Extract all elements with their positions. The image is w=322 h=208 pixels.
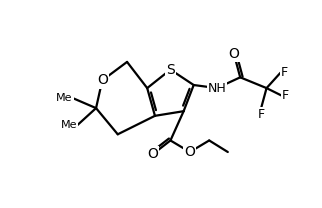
Text: Me: Me [61, 120, 78, 130]
Text: NH: NH [208, 82, 226, 95]
Text: F: F [280, 66, 288, 79]
Text: F: F [258, 108, 265, 121]
Text: O: O [97, 73, 108, 87]
Text: Me: Me [56, 93, 73, 103]
Text: S: S [166, 63, 175, 77]
Text: O: O [185, 145, 195, 159]
Text: O: O [147, 147, 158, 161]
Text: F: F [282, 89, 289, 102]
Text: O: O [229, 47, 240, 61]
